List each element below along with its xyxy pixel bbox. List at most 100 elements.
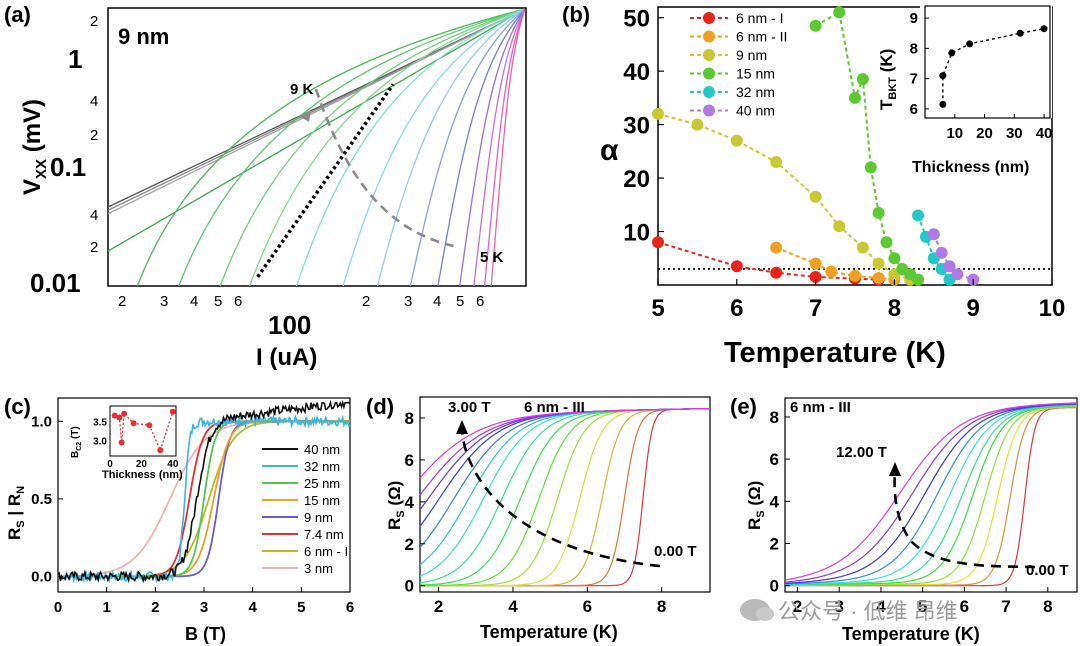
xtick-label: 8 (1043, 597, 1052, 616)
panel-b-xlabel: Temperature (K) (724, 337, 946, 369)
panel-a-ytick-0-1: 0.1 (50, 152, 86, 182)
panel-b-series-line (657, 112, 911, 281)
panel-b-inset-point (966, 40, 974, 48)
panel-d-arrow-head (456, 420, 468, 434)
panel-a-label: (a) (4, 2, 31, 27)
panel-b-xtick-label: 9 (967, 295, 980, 322)
panel-b-xtick-label: 8 (888, 295, 901, 322)
panel-b-inset: 10 20 30 40 6 7 8 9 Thickness (nm) TBKT (K) (877, 5, 1053, 176)
panel-a-xtick: 3 (404, 293, 412, 310)
watermark-text: 公众号 · 低维 昂维 (778, 599, 958, 624)
panel-c-legend-label: 6 nm - I (304, 544, 348, 559)
panel-b-point (872, 206, 885, 219)
panel-b-ytick-label: 20 (623, 166, 650, 193)
panel-b-point (856, 73, 869, 86)
panel-a-xtick: 4 (433, 293, 441, 310)
panel-b-inset-point (1040, 25, 1048, 33)
panel-a-curve-T9 (295, 8, 526, 287)
panel-b-inset-point (939, 72, 947, 80)
svg-text:BC2 (T): BC2 (T) (70, 426, 83, 458)
panel-c-ylabel: RS | RN (5, 486, 27, 540)
panel-a-xtick: 5 (456, 293, 464, 310)
rt-curve (419, 408, 710, 479)
panel-b-point (912, 209, 925, 222)
panel-b-point (691, 118, 704, 131)
panel-b-point (809, 257, 822, 270)
panel-c-curves (57, 399, 351, 584)
panel-b-inset-ytick-label: 6 (910, 101, 918, 118)
xtick-label: 8 (657, 597, 666, 616)
panel-b-inset-xlabel: Thickness (nm) (912, 159, 1029, 176)
panel-a-ylabel: VXX (mV) (19, 99, 50, 195)
panel-b-point (943, 260, 956, 273)
panel-b-legend-label: 32 nm (736, 84, 775, 100)
panel-c-inset-point (157, 447, 164, 454)
panel-e-sample: 6 nm - III (790, 399, 851, 416)
panel-e-frame (784, 397, 1078, 593)
panel-b-point (770, 156, 783, 169)
ytick-label: 4 (405, 493, 415, 512)
panel-c-ytick-label: 1.0 (31, 413, 52, 430)
svg-text:RS | RN: RS | RN (5, 486, 27, 540)
panel-a-guides (256, 83, 456, 278)
panel-b-frame (657, 6, 1053, 286)
panel-b-point (864, 161, 877, 174)
panel-c-inset-point (111, 412, 118, 419)
panel-b-point (833, 220, 846, 233)
xtick-label: 5 (918, 597, 927, 616)
panel-c-inset-ylabel: BC2 (T) (70, 426, 83, 458)
panel-b-inset-ylabel: TBKT (K) (877, 49, 899, 110)
panel-c-legend-label: 32 nm (304, 459, 340, 474)
panel-d-field-low: 0.00 T (654, 543, 697, 560)
panel-a-xtick: 2 (118, 293, 126, 310)
panel-e-field-high: 12.00 T (836, 444, 887, 461)
panel-c-inset-xtick-label: 0 (107, 459, 113, 470)
panel-c-xtick-label: 4 (248, 599, 257, 616)
panel-c-xtick-label: 0 (54, 599, 62, 616)
panel-b-point (652, 107, 664, 120)
xtick-label: 2 (434, 597, 443, 616)
panel-c: (c) 0 1 2 3 4 5 6 0.0 0.5 1.0 B (T) RS | RN 40 nm… (4, 394, 354, 644)
panel-c-inset-xlabel: Thickness (nm) (102, 469, 183, 481)
panel-c-inset-point (118, 439, 125, 446)
rt-curve (785, 406, 1077, 587)
panel-e-label: (e) (730, 394, 757, 419)
panel-a-ytick-minor: 4 (90, 207, 98, 224)
panel-c-xtick-label: 2 (151, 599, 159, 616)
panel-a-ytick-minor: 2 (90, 127, 98, 144)
panel-a-curve-T3 (107, 8, 526, 215)
panel-a-annotation: 9 nm (118, 24, 169, 49)
panel-b-inset-xtick-label: 40 (1036, 125, 1053, 142)
xtick-label: 3 (834, 597, 843, 616)
panel-a-xtick: 6 (234, 293, 242, 310)
ytick-label: 8 (770, 408, 779, 427)
ytick-label: 2 (770, 535, 779, 554)
panel-e-xlabel: Temperature (K) (842, 624, 980, 644)
rt-curve (784, 402, 1078, 581)
panel-c-inset-point (146, 422, 153, 429)
panel-c-inset-ytick-label: 3.0 (93, 437, 107, 448)
panel-a-curve-T7 (219, 8, 526, 287)
panel-a-ytick-minor: 4 (90, 93, 98, 110)
panel-c-xlabel: B (T) (185, 624, 226, 644)
panel-b-series-line (657, 241, 879, 281)
panel-b-legend-marker (703, 30, 715, 43)
panel-b-point (888, 252, 901, 265)
panel-b-point (809, 19, 822, 32)
panel-a-ytick-0-01: 0.01 (30, 268, 81, 298)
panel-b-ytick-label: 50 (623, 6, 650, 33)
xtick-label: 6 (960, 597, 969, 616)
panel-b-xtick-label: 5 (651, 295, 664, 322)
panel-b-point (652, 236, 664, 249)
xtick-label: 4 (508, 597, 518, 616)
panel-b-inset-bg (920, 6, 1052, 118)
panel-a-dotted-guide (256, 83, 395, 278)
panel-b-legend-marker (703, 104, 715, 117)
panel-c-legend: 40 nm 32 nm 25 nm 15 nm 9 nm 7.4 nm 6 nm - I 3 … (262, 442, 348, 576)
panel-a-xlabel: I (uA) (256, 344, 317, 371)
rt-curve (784, 402, 1077, 583)
wechat-icon (740, 599, 774, 621)
panel-b-point (849, 91, 861, 104)
panel-c-legend-label: 7.4 nm (304, 527, 344, 542)
panel-d-sample: 6 nm - III (524, 399, 585, 416)
